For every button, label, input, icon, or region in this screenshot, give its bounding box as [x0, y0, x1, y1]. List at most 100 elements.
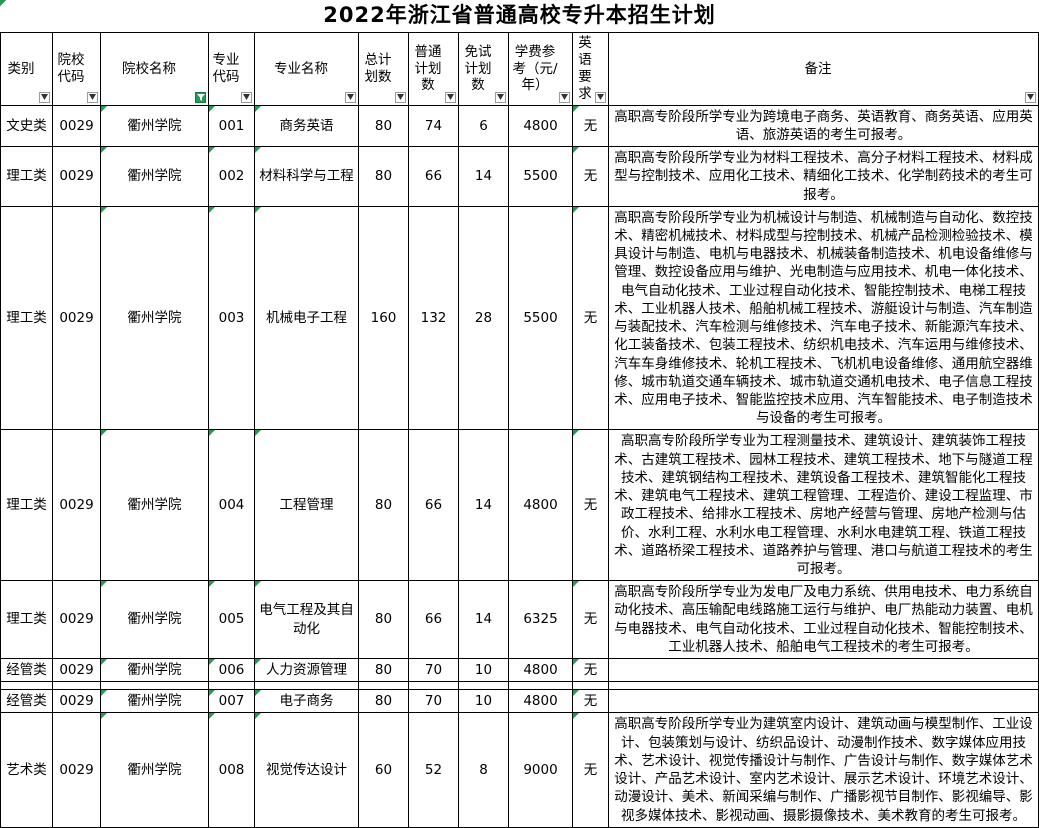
cell-marker-icon — [209, 659, 215, 666]
cell-exempt-plan: 6 — [458, 104, 509, 148]
filter-icon[interactable] — [445, 91, 456, 103]
cell-major-name-text: 电气工程及其自动化 — [259, 602, 354, 637]
cell-marker-icon — [255, 206, 261, 213]
cell-remark: 高职高专阶段所学专业为机械设计与制造、机械制造与自动化、数控技术、精密机械技术、… — [0, 0, 1039, 431]
filter-icon[interactable] — [39, 91, 50, 103]
cell-school-code: 0029 — [52, 146, 101, 207]
cell-major-code: 004 — [208, 429, 255, 582]
cell-major-code-text: 005 — [218, 611, 245, 628]
cell-english-text: 无 — [583, 309, 598, 326]
cell-remark: 高职高专阶段所学专业为材料工程技术、高分子材料工程技术、材料成型与控制技术、应用… — [0, 0, 1039, 207]
cell-marker-icon — [101, 105, 107, 112]
cell-marker-icon — [101, 713, 107, 720]
cell-school-name-text: 衢州学院 — [127, 497, 182, 514]
cell-marker-icon — [101, 581, 107, 588]
spacer-cell — [508, 681, 573, 691]
cell-major-name-text: 商务英语 — [279, 117, 334, 134]
cell-remark-text: 高职高专阶段所学专业为跨境电子商务、英语教育、商务英语、应用英语、旅游英语的考生… — [614, 108, 1033, 143]
header-major-name[interactable]: 专业名称 — [254, 32, 359, 106]
cell-total-plan: 80 — [358, 658, 409, 683]
filter-icon[interactable] — [345, 91, 356, 103]
filter-icon[interactable] — [395, 91, 406, 103]
cell-tuition: 5500 — [508, 146, 573, 207]
cell-marker-icon — [255, 430, 261, 437]
cell-school-code: 0029 — [52, 205, 101, 431]
cell-major-name-text: 人力资源管理 — [266, 662, 347, 679]
cell-marker-icon — [573, 206, 579, 213]
cell-marker-icon — [209, 147, 215, 154]
cell-english-text: 无 — [583, 611, 598, 628]
cell-category: 理工类 — [0, 429, 53, 582]
cell-category: 艺术类 — [0, 712, 53, 828]
header-category[interactable]: 类别 — [0, 32, 53, 106]
header-major-code[interactable]: 专业代码 — [208, 32, 255, 106]
filter-icon[interactable] — [559, 91, 570, 103]
cell-marker-icon — [101, 659, 107, 666]
cell-exempt-plan: 8 — [458, 712, 509, 828]
cell-school-name: 衢州学院 — [100, 658, 209, 683]
cell-school-name: 衢州学院 — [100, 712, 209, 828]
filter-icon[interactable] — [495, 91, 506, 103]
cell-tuition: 9000 — [508, 712, 573, 828]
header-common-plan[interactable]: 普通计划数 — [408, 32, 459, 106]
table-row: 经管类 0029 衢州学院 006 人力资源管理 80 70 10 4800 无 — [0, 658, 1039, 683]
filter-icon[interactable] — [241, 91, 252, 103]
cell-major-name: 材料科学与工程 — [254, 146, 359, 207]
cell-common-plan: 66 — [408, 429, 459, 582]
cell-category: 经管类 — [0, 658, 53, 683]
cell-english-text: 无 — [583, 693, 598, 710]
cell-school-name-text: 衢州学院 — [127, 117, 182, 134]
cell-major-name: 工程管理 — [254, 429, 359, 582]
cell-school-code: 0029 — [52, 429, 101, 582]
header-remark[interactable]: 备注 — [608, 32, 1039, 106]
cell-major-code: 001 — [208, 104, 255, 148]
cell-english-requirement: 无 — [572, 580, 609, 660]
cell-school-name-text: 衢州学院 — [127, 693, 182, 710]
cell-marker-icon — [101, 147, 107, 154]
cell-common-plan: 66 — [408, 146, 459, 207]
cell-common-plan: 74 — [408, 104, 459, 148]
cell-major-name-text: 材料科学与工程 — [259, 168, 354, 185]
filter-icon[interactable] — [595, 91, 606, 103]
cell-english-requirement: 无 — [572, 429, 609, 582]
header-major-code-label: 专业代码 — [212, 52, 240, 85]
header-remark-label: 备注 — [804, 60, 832, 77]
cell-common-plan: 52 — [408, 712, 459, 828]
header-tuition[interactable]: 学费参考（元/年） — [508, 32, 573, 106]
table-row: 理工类 0029 衢州学院 003 机械电子工程 160 132 28 5500… — [0, 0, 1039, 431]
header-english-requirement[interactable]: 英语要求 — [572, 32, 609, 106]
filter-icon[interactable] — [1025, 91, 1036, 103]
table-row: 理工类 0029 衢州学院 004 工程管理 80 66 14 4800 无 高… — [0, 0, 1039, 582]
cell-marker-icon — [209, 105, 215, 112]
cell-remark-text: 高职高专阶段所学专业为发电厂及电力系统、供用电技术、电力系统自动化技术、高压输配… — [614, 584, 1033, 655]
cell-major-code: 005 — [208, 580, 255, 660]
header-exempt-plan[interactable]: 免试计划数 — [458, 32, 509, 106]
cell-major-name: 人力资源管理 — [254, 658, 359, 683]
cell-tuition: 6325 — [508, 580, 573, 660]
cell-major-code-text: 006 — [218, 662, 245, 679]
spacer-cell — [358, 681, 409, 691]
cell-marker-icon — [0, 0, 6, 6]
cell-total-plan: 80 — [358, 429, 409, 582]
header-school-name[interactable]: 院校名称 — [100, 32, 209, 106]
filter-icon[interactable] — [87, 91, 98, 103]
table-row: 文史类 0029 衢州学院 001 商务英语 80 74 6 4800 无 高职… — [0, 0, 1039, 148]
spacer-cell — [572, 681, 609, 691]
cell-marker-icon — [255, 659, 261, 666]
cell-major-name-text: 视觉传达设计 — [266, 762, 347, 779]
cell-common-plan: 70 — [408, 658, 459, 683]
cell-remark: 高职高专阶段所学专业为发电厂及电力系统、供用电技术、电力系统自动化技术、高压输配… — [0, 0, 1039, 660]
cell-tuition: 4800 — [508, 429, 573, 582]
header-school-code[interactable]: 院校代码 — [52, 32, 101, 106]
cell-exempt-plan: 10 — [458, 658, 509, 683]
cell-major-code: 003 — [208, 205, 255, 431]
filter-active-icon[interactable] — [195, 91, 206, 103]
cell-english-text: 无 — [583, 117, 598, 134]
cell-school-name: 衢州学院 — [100, 205, 209, 431]
header-total-plan[interactable]: 总计划数 — [358, 32, 409, 106]
cell-exempt-plan: 14 — [458, 146, 509, 207]
cell-category: 理工类 — [0, 580, 53, 660]
header-common-plan-label: 普通计划数 — [414, 43, 442, 94]
spacer-cell — [608, 681, 1039, 691]
